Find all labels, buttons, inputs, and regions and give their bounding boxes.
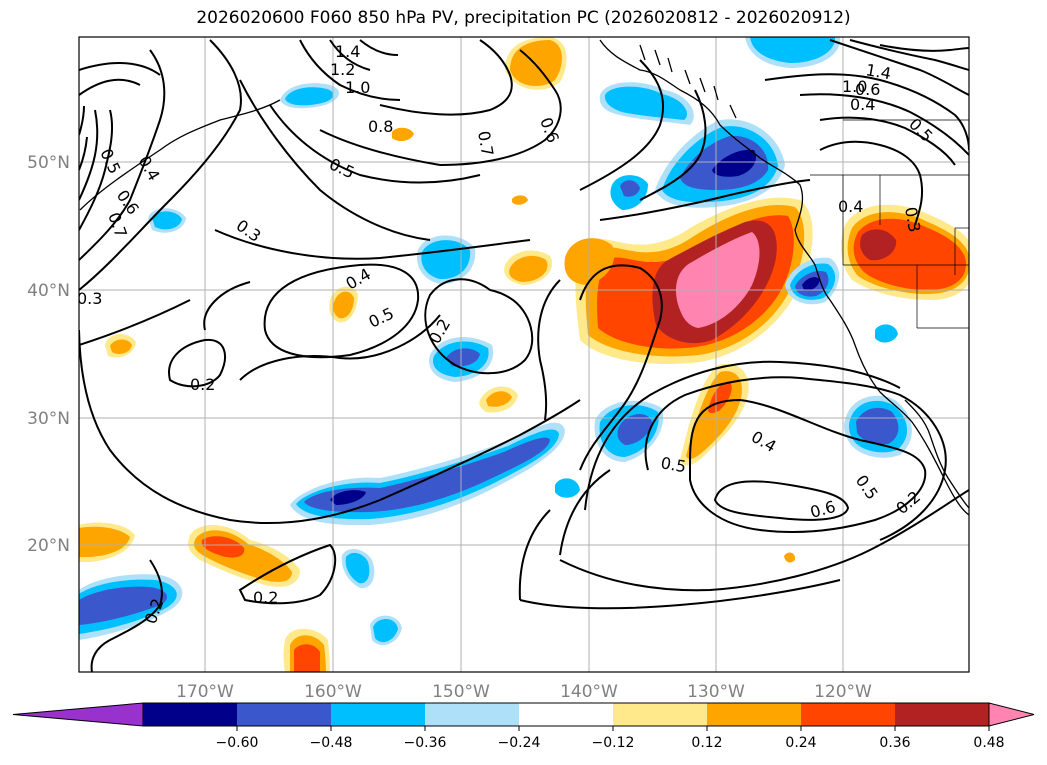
lat-label: 30°N: [27, 409, 70, 429]
contour-label: 0.5: [659, 453, 687, 476]
contour-label: 0.2: [190, 375, 215, 394]
colorbar-segment: [801, 703, 895, 726]
colorbar-segment: [613, 703, 707, 726]
colorbar-tick-label: 0.36: [879, 735, 910, 751]
lat-label: 40°N: [27, 281, 70, 301]
pv-contours: [79, 39, 969, 672]
colorbar-segment: [895, 703, 989, 726]
lon-label: 150°W: [432, 682, 490, 702]
lat-axis-labels: 50°N 40°N 30°N 20°N: [27, 153, 70, 556]
colorbar-segment: [519, 703, 613, 726]
contour-label: 1.0: [345, 78, 370, 97]
contour-label: 1.2: [330, 60, 355, 79]
colorbar-segment: [425, 703, 519, 726]
graticule: [79, 37, 969, 672]
lat-label: 20°N: [27, 536, 70, 556]
contour-label: 1.4: [335, 42, 360, 61]
contour-label: 1.0: [842, 77, 867, 96]
colorbar-segment: [707, 703, 801, 726]
contour-label: 0.4: [838, 197, 863, 216]
contour-label: 0.2: [253, 588, 278, 607]
contour-label: 0.6: [855, 80, 880, 99]
coastline: [79, 39, 969, 516]
contour-label: 0.4: [850, 95, 875, 114]
colorbar-segment: [331, 703, 425, 726]
colorbar-tick-label: −0.36: [404, 735, 447, 751]
colorbar-tick-label: 0.24: [785, 735, 816, 751]
colorbar-extend-high: [988, 702, 1035, 727]
colorbar-outline: [142, 702, 990, 727]
colorbar-extend-low: [12, 702, 144, 727]
colorbar: −0.60 −0.48 −0.36 −0.24 −0.12 0.12 0.24 0.36 0.4…: [12, 702, 1035, 751]
pv-contour-labels: 1.4 1.2 1.0 0.8 0.7 0.6 0.5 0.4 0.5 0.6 …: [77, 42, 937, 626]
contour-label: 1.4: [864, 60, 892, 83]
contour-label: 0.7: [474, 129, 497, 157]
colorbar-tick-label: 0.12: [691, 735, 722, 751]
lon-label: 120°W: [814, 682, 872, 702]
lon-axis-labels: 170°W 160°W 150°W 140°W 130°W 120°W: [176, 682, 872, 702]
contour-label: 0.3: [77, 289, 102, 308]
lat-label: 50°N: [27, 153, 70, 173]
page-title: 2026020600 F060 850 hPa PV, precipitatio…: [196, 8, 851, 28]
map-panel: 1.4 1.2 1.0 0.8 0.7 0.6 0.5 0.4 0.5 0.6 …: [77, 37, 969, 672]
colorbar-segment: [237, 703, 331, 726]
colorbar-tick-label: −0.24: [498, 735, 541, 751]
colorbar-segment: [143, 703, 237, 726]
contour-label: 0.8: [368, 117, 393, 136]
contour-label: 0.3: [901, 205, 924, 233]
colorbar-tick-label: −0.12: [592, 735, 635, 751]
lon-label: 130°W: [687, 682, 745, 702]
state-borders: [810, 119, 969, 329]
lon-label: 170°W: [176, 682, 234, 702]
lon-label: 160°W: [304, 682, 362, 702]
colorbar-tick-label: −0.48: [310, 735, 353, 751]
precip-shading: [79, 37, 969, 672]
colorbar-tick-label: 0.48: [973, 735, 1004, 751]
lon-label: 140°W: [560, 682, 618, 702]
colorbar-tick-label: −0.60: [216, 735, 259, 751]
map-frame: [78, 36, 970, 673]
